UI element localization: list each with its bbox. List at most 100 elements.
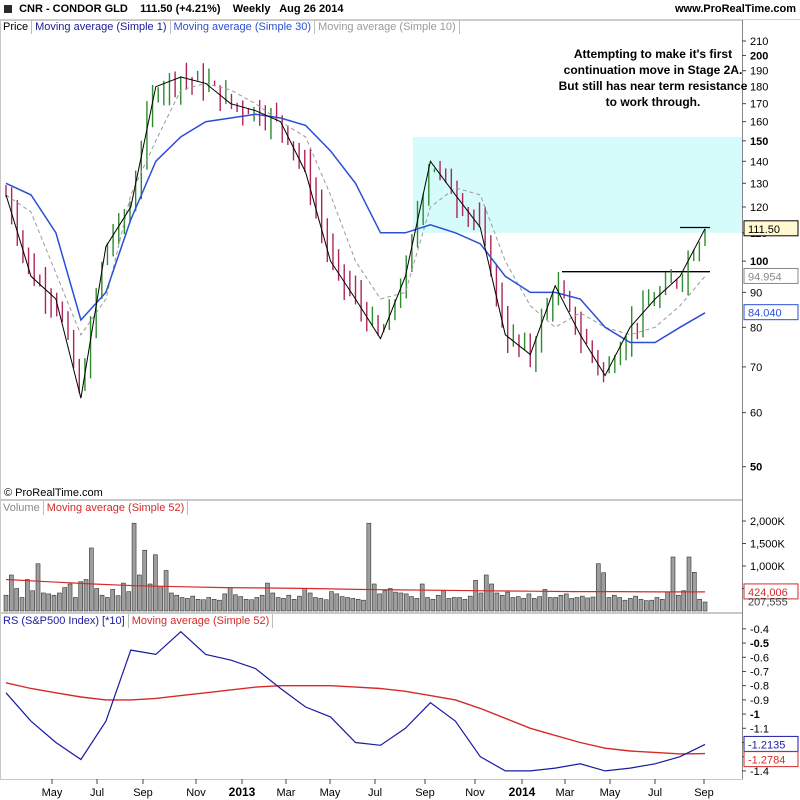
ma10-tag: 94.954	[748, 271, 782, 283]
x-tick-label: Mar	[277, 787, 296, 799]
chart-header: CNR - CONDOR GLD 111.50 (+4.21%) Weekly …	[0, 0, 800, 20]
panel-frame	[0, 613, 743, 780]
rs-tick-label: -1.4	[750, 766, 769, 778]
volume-bar	[9, 574, 14, 612]
x-tick-label: Sep	[694, 787, 714, 799]
rs-tick-label: -0.4	[750, 624, 769, 636]
volume-bar	[499, 594, 505, 612]
ma30-tag-box	[743, 304, 799, 321]
volume-bar	[126, 591, 132, 612]
volume-bar	[281, 598, 286, 612]
volume-bar	[3, 594, 9, 612]
x-tick-label: May	[600, 787, 621, 799]
volume-bar	[25, 579, 30, 612]
volume-bar	[585, 597, 590, 612]
period: Weekly	[232, 3, 271, 15]
price-tick-label: 200	[750, 50, 768, 62]
volume-bar	[265, 582, 270, 612]
volume-bar	[686, 556, 692, 612]
price-tick-label: 140	[750, 156, 768, 168]
volume-ma-tag: 424,006	[748, 587, 788, 599]
x-tick-label: Nov	[186, 787, 206, 799]
volume-bar	[579, 595, 585, 612]
legend-volume[interactable]: Volume	[0, 501, 44, 515]
volume-bar	[510, 597, 516, 612]
volume-bar	[73, 597, 78, 612]
volume-bar	[531, 598, 537, 612]
volume-bar	[211, 598, 217, 612]
legend-ma1[interactable]: Moving average (Simple 1)	[32, 20, 171, 34]
volume-bar	[243, 598, 249, 612]
volume-bar	[387, 588, 393, 612]
volume-bar	[57, 592, 62, 612]
volume-bar	[217, 599, 222, 612]
x-tick-label: Jul	[368, 787, 382, 799]
volume-bar	[275, 597, 281, 612]
volume-bar	[595, 563, 601, 612]
rs-line	[5, 630, 706, 772]
rs-tick-label: -0.9	[750, 695, 769, 707]
volume-bar	[660, 598, 665, 612]
rs-tick-label: -0.6	[750, 652, 769, 664]
volume-bar	[676, 594, 681, 612]
price-tick-label: 160	[750, 117, 768, 129]
volume-tick-label: 1,500K	[750, 539, 786, 551]
volume-bar	[78, 581, 84, 612]
volume-bar	[590, 596, 596, 612]
volume-bar	[222, 593, 228, 612]
legend-volume-ma[interactable]: Moving average (Simple 52)	[44, 501, 189, 515]
volume-bar	[521, 598, 526, 612]
volume-bar	[121, 582, 126, 612]
x-tick-label: Jul	[648, 787, 662, 799]
volume-bar	[94, 588, 100, 612]
volume-tick-label: 2,000K	[750, 516, 786, 528]
symbol-name: CNR - CONDOR GLD	[19, 3, 128, 15]
volume-bar	[409, 596, 414, 612]
volume-bar	[558, 594, 564, 612]
volume-bar	[553, 597, 558, 612]
volume-bar	[462, 598, 468, 612]
volume-bar	[446, 598, 452, 612]
volume-bar	[617, 597, 622, 612]
legend-rs-ma[interactable]: Moving average (Simple 52)	[129, 614, 274, 628]
volume-bar	[89, 547, 94, 612]
volume-ma-line	[5, 578, 705, 593]
volume-bar	[537, 596, 542, 612]
volume-bar	[419, 583, 425, 612]
price-tick-label: 100	[750, 256, 768, 268]
volume-bar	[62, 587, 67, 612]
legend-rs[interactable]: RS (S&P500 Index) [*10]	[0, 614, 129, 628]
legend-ma10[interactable]: Moving average (Simple 10)	[315, 20, 460, 34]
ma1-line	[5, 76, 706, 399]
volume-bar	[41, 592, 46, 612]
volume-bar	[30, 590, 35, 612]
legend-ma30[interactable]: Moving average (Simple 30)	[171, 20, 316, 34]
volume-bar	[99, 594, 105, 612]
volume-bar	[654, 597, 660, 612]
volume-bar	[649, 599, 654, 612]
volume-bar	[441, 590, 446, 612]
price-tick-label: 70	[750, 362, 762, 374]
volume-bar	[622, 599, 628, 612]
volume-bar	[206, 597, 212, 612]
legend-price[interactable]: Price	[0, 20, 33, 34]
price-tick-label: 190	[750, 66, 768, 78]
volume-bar	[398, 592, 404, 612]
volume-bar	[393, 591, 398, 612]
volume-bar	[489, 583, 494, 612]
volume-bar	[51, 594, 57, 612]
volume-bar	[345, 597, 350, 612]
price-tick-label: 60	[750, 408, 762, 420]
volume-bar	[611, 594, 617, 612]
x-tick-label: May	[320, 787, 341, 799]
volume-bar	[286, 594, 292, 612]
volume-bar	[563, 593, 569, 612]
rs-tick-label: -0.5	[750, 638, 769, 650]
rs-ma-tag-box	[743, 751, 799, 768]
volume-bar	[339, 596, 345, 612]
volume-bar	[67, 583, 73, 612]
chart-date: Aug 26 2014	[279, 3, 344, 15]
volume-bar	[457, 597, 462, 612]
brand-link[interactable]: www.ProRealTime.com	[674, 3, 796, 15]
volume-bar	[334, 593, 340, 612]
